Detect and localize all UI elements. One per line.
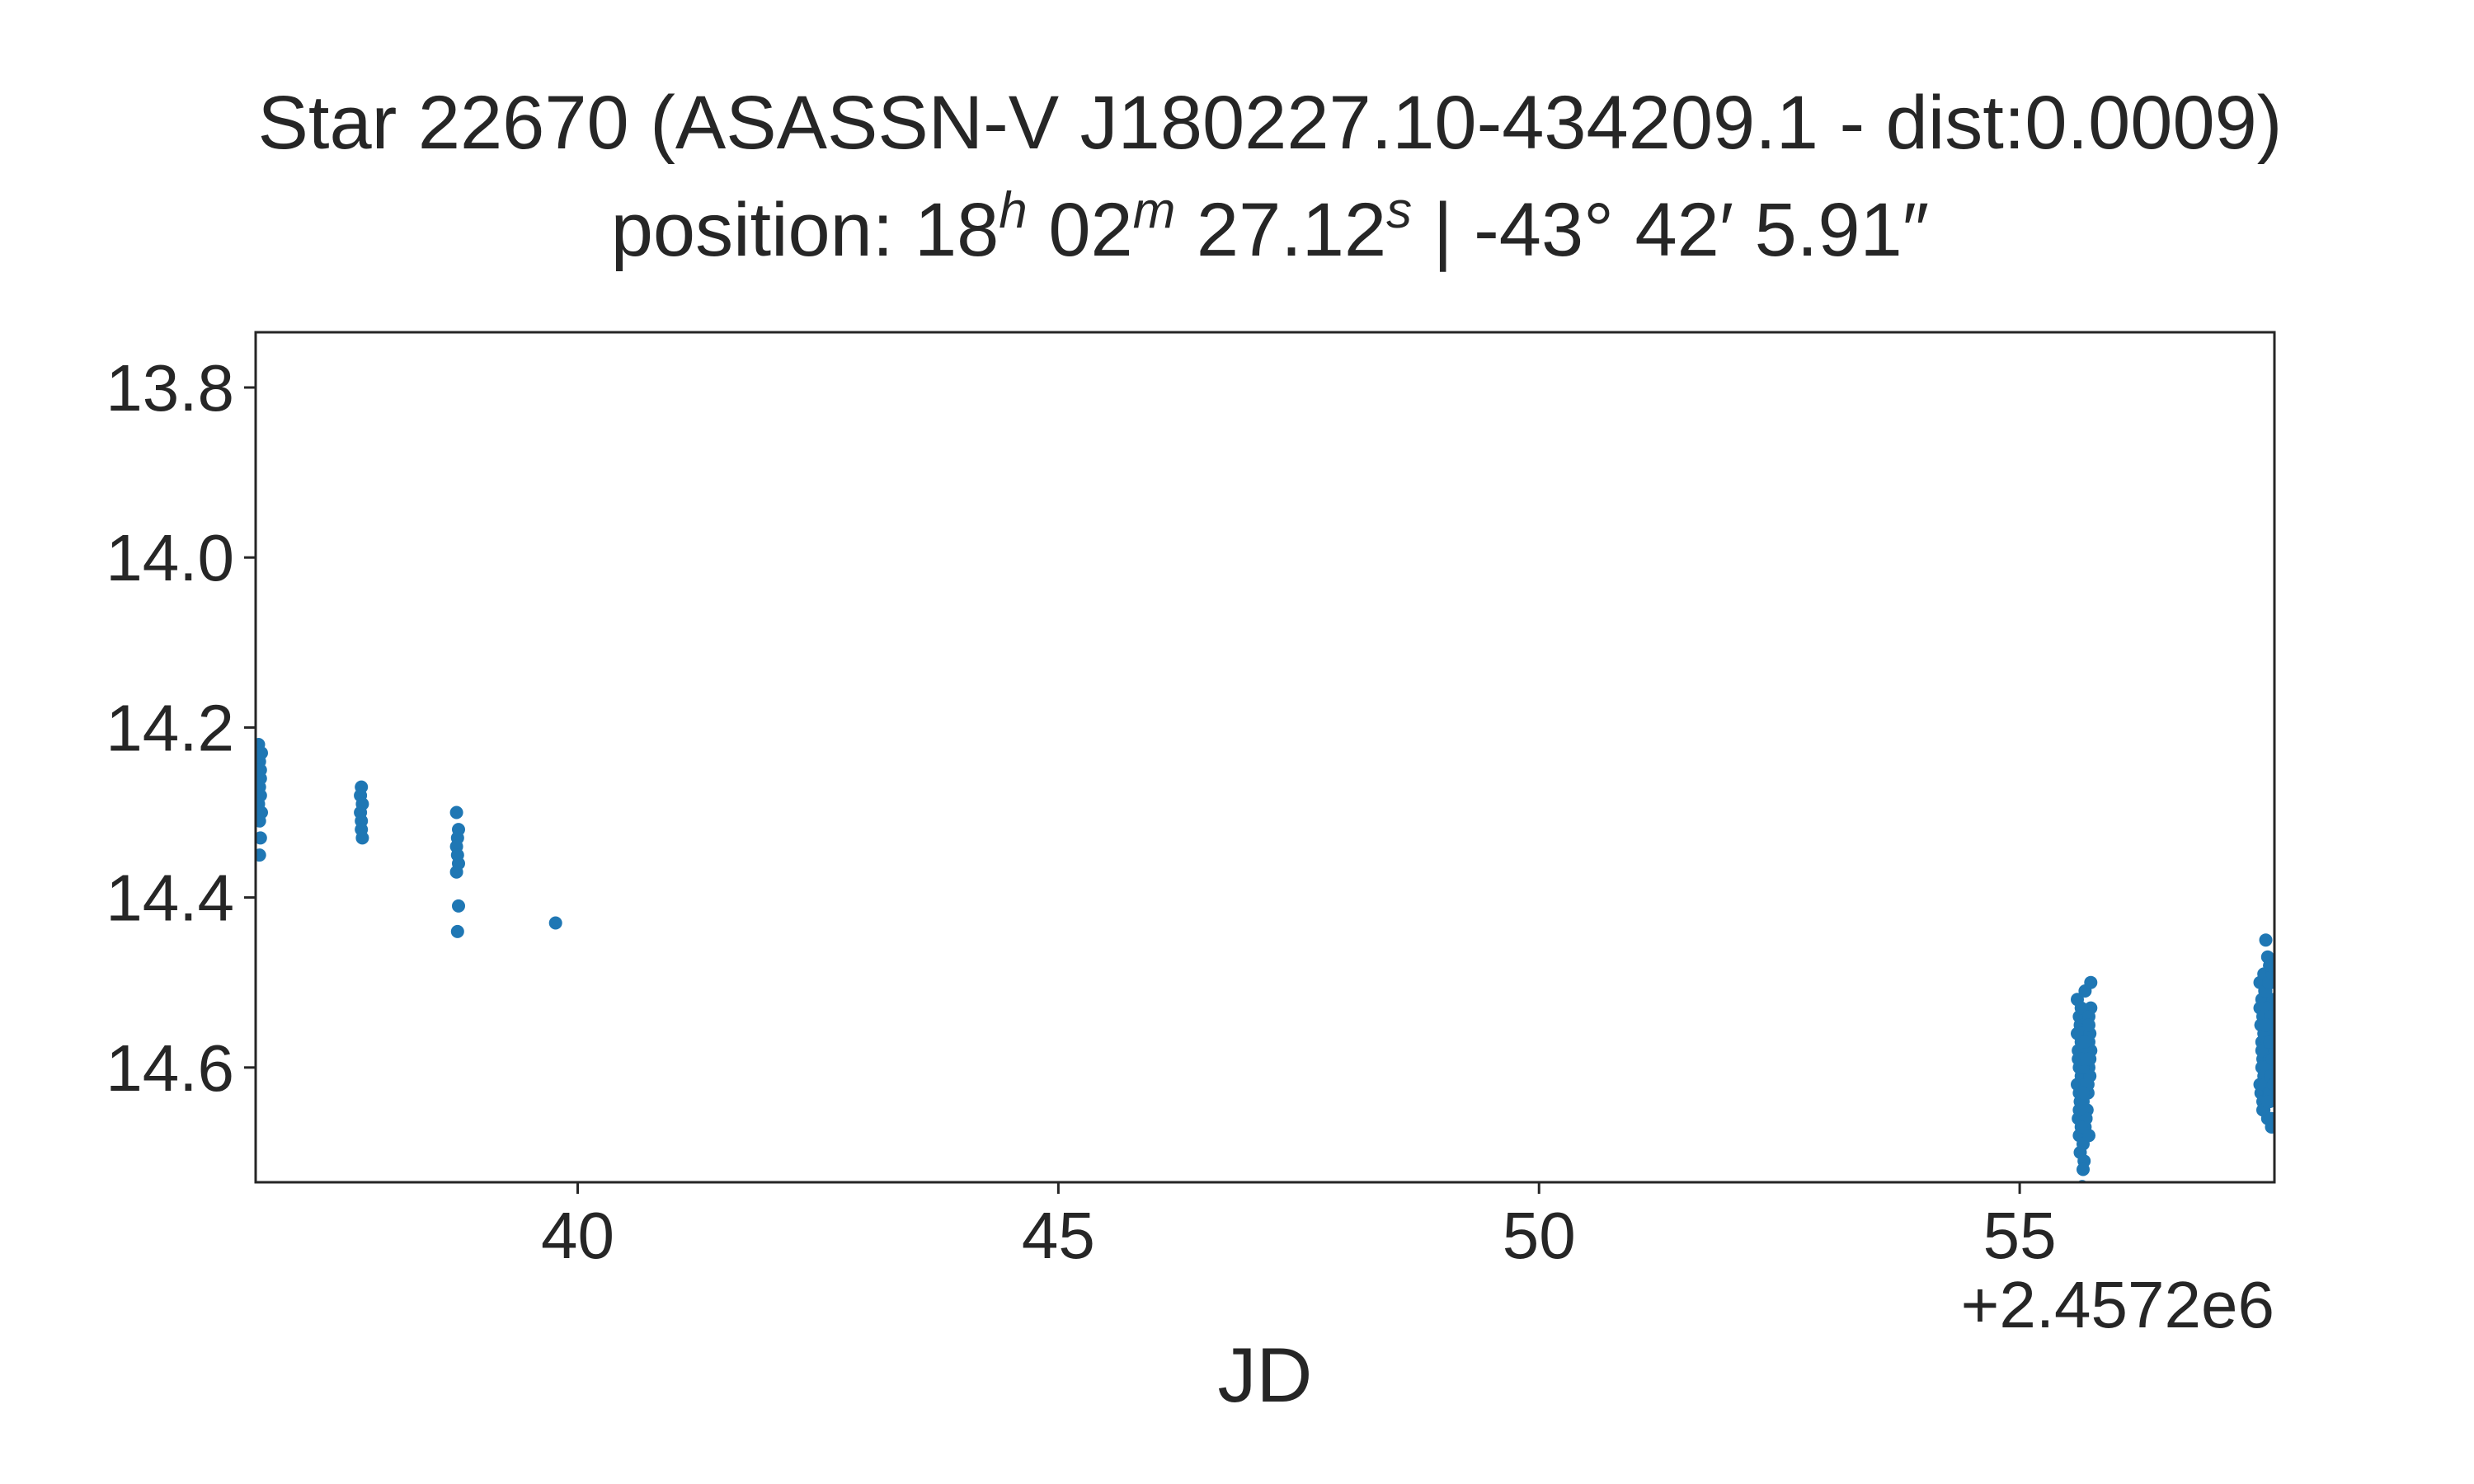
data-point bbox=[2078, 1035, 2092, 1049]
subtitle-ra-seconds: 27.12 bbox=[1175, 188, 1386, 272]
data-point bbox=[256, 746, 268, 760]
data-point bbox=[2259, 1018, 2273, 1032]
y-tick-label: 14.4 bbox=[106, 862, 234, 935]
data-point bbox=[452, 823, 465, 837]
chart-title: Star 22670 (ASASSN-V J180227.10-434209.1… bbox=[258, 81, 2283, 165]
data-point bbox=[2080, 1052, 2094, 1066]
y-tick-label: 14.0 bbox=[106, 521, 234, 594]
data-point bbox=[2265, 1111, 2274, 1125]
data-point bbox=[452, 899, 465, 913]
x-axis-label: JD bbox=[1218, 1331, 1313, 1418]
subtitle-m-sup: m bbox=[1133, 182, 1176, 239]
subtitle-s-sup: s bbox=[1386, 182, 1412, 239]
data-point bbox=[256, 814, 266, 828]
data-point bbox=[2265, 1052, 2274, 1066]
x-tick-label: 55 bbox=[1983, 1199, 2057, 1272]
x-tick-label: 40 bbox=[541, 1199, 614, 1272]
data-point bbox=[256, 831, 267, 845]
data-point bbox=[2266, 1078, 2274, 1092]
x-tick-label: 45 bbox=[1022, 1199, 1095, 1272]
data-point bbox=[355, 823, 369, 837]
data-point bbox=[449, 805, 463, 819]
data-point bbox=[2074, 1001, 2088, 1015]
x-tick-label: 50 bbox=[1503, 1199, 1576, 1272]
data-point bbox=[2260, 1095, 2274, 1109]
y-tick-label: 14.2 bbox=[106, 691, 234, 764]
subtitle-ra-minutes: 02 bbox=[1028, 188, 1133, 272]
data-point bbox=[2263, 1035, 2274, 1049]
data-point bbox=[256, 848, 266, 862]
plot-frame bbox=[254, 331, 2276, 1184]
y-axis: 13.8 14.0 14.2 14.4 14.6 bbox=[106, 351, 256, 1105]
data-point bbox=[2072, 1103, 2086, 1117]
subtitle-ra-hours: position: 18 bbox=[611, 188, 999, 272]
data-point bbox=[256, 763, 267, 777]
data-point bbox=[2082, 1129, 2095, 1143]
data-point bbox=[450, 924, 464, 938]
subtitle-declination: | -43° 42′ 5.91″ bbox=[1412, 188, 1929, 272]
subtitle-h-sup: h bbox=[999, 182, 1027, 239]
plot-area bbox=[256, 738, 2274, 1182]
x-axis-offset-label: +2.4572e6 bbox=[1961, 1268, 2274, 1341]
data-point bbox=[548, 916, 562, 930]
data-point bbox=[2074, 1120, 2088, 1134]
y-tick-label: 13.8 bbox=[106, 351, 234, 425]
data-point bbox=[2077, 1086, 2090, 1100]
data-point bbox=[355, 780, 369, 794]
x-axis: 40 45 50 55 bbox=[541, 1182, 2057, 1272]
data-point bbox=[2084, 975, 2098, 989]
data-point bbox=[2263, 959, 2274, 973]
data-point bbox=[2259, 933, 2273, 947]
y-tick-label: 14.6 bbox=[106, 1031, 234, 1105]
data-point bbox=[2082, 1018, 2095, 1032]
data-point bbox=[449, 865, 463, 879]
data-point bbox=[2077, 1162, 2090, 1176]
chart-subtitle: position: 18h 02m 27.12s | -43° 42′ 5.91… bbox=[611, 182, 1930, 273]
